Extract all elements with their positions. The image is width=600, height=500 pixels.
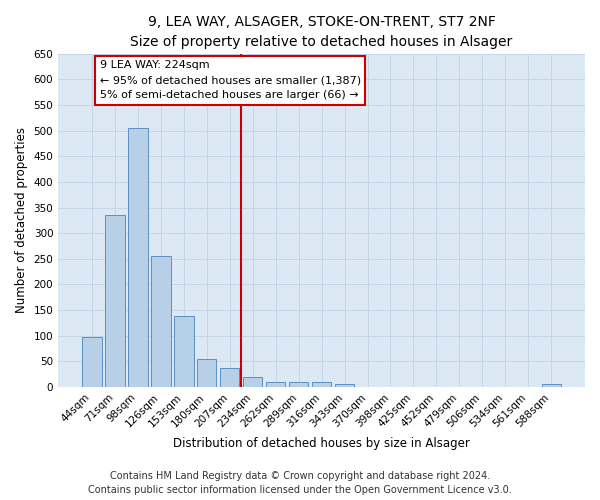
Title: 9, LEA WAY, ALSAGER, STOKE-ON-TRENT, ST7 2NF
Size of property relative to detach: 9, LEA WAY, ALSAGER, STOKE-ON-TRENT, ST7…	[130, 15, 513, 48]
Text: 9 LEA WAY: 224sqm
← 95% of detached houses are smaller (1,387)
5% of semi-detach: 9 LEA WAY: 224sqm ← 95% of detached hous…	[100, 60, 361, 100]
Bar	[105, 216, 125, 387]
Bar	[197, 360, 217, 387]
Bar	[243, 376, 262, 387]
Bar	[82, 337, 101, 387]
Bar	[289, 382, 308, 387]
Bar	[128, 128, 148, 387]
Bar	[151, 256, 170, 387]
Y-axis label: Number of detached properties: Number of detached properties	[15, 128, 28, 314]
Bar	[542, 384, 561, 387]
Bar	[220, 368, 239, 387]
X-axis label: Distribution of detached houses by size in Alsager: Distribution of detached houses by size …	[173, 437, 470, 450]
Bar	[312, 382, 331, 387]
Bar	[335, 384, 355, 387]
Text: Contains HM Land Registry data © Crown copyright and database right 2024.
Contai: Contains HM Land Registry data © Crown c…	[88, 471, 512, 495]
Bar	[174, 316, 194, 387]
Bar	[266, 382, 286, 387]
